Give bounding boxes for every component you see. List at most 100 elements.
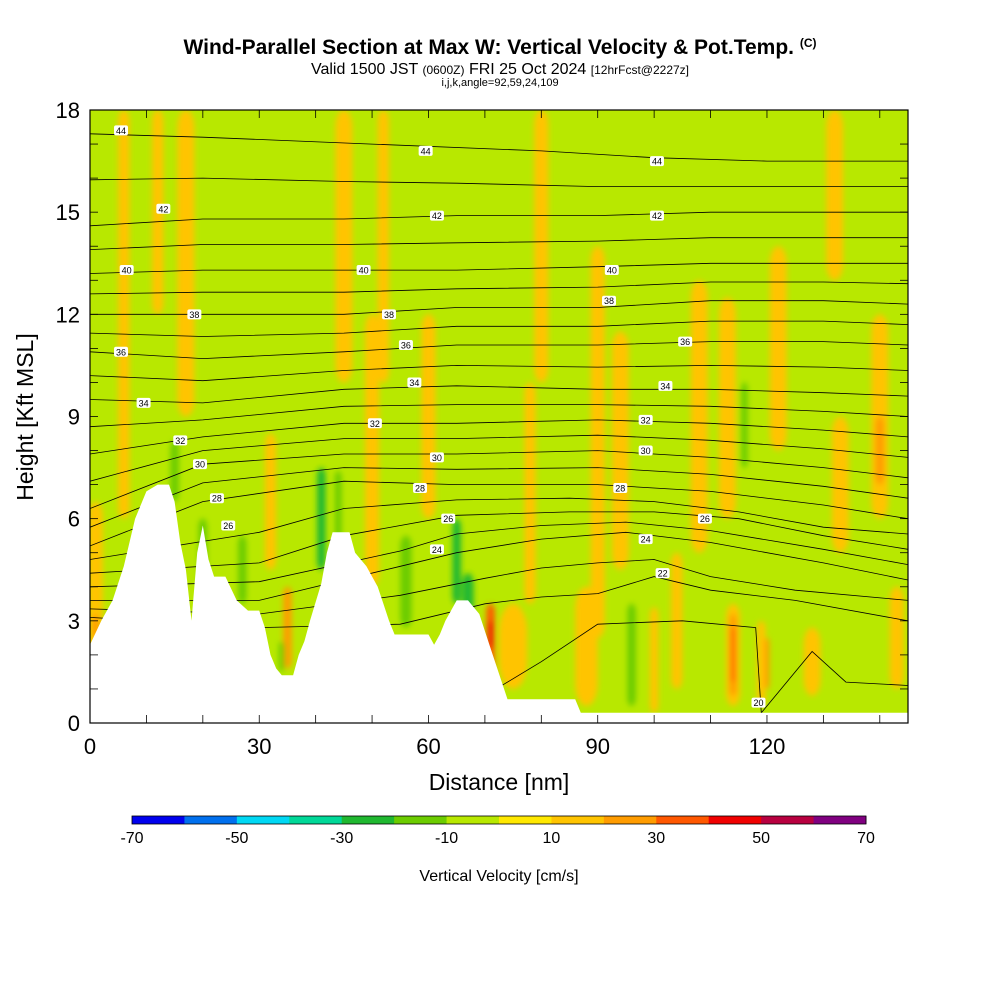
valid-date: FRI 25 Oct 2024 xyxy=(468,61,587,78)
velocity-feature-17 xyxy=(690,280,708,553)
y-tick-label: 0 xyxy=(68,711,80,736)
copyright-mark: (C) xyxy=(799,36,817,50)
contour-label-32: 32 xyxy=(173,435,188,446)
colorbar-tick-label: -70 xyxy=(120,830,143,847)
x-tick-label: 0 xyxy=(84,734,96,759)
y-tick-label: 12 xyxy=(56,302,80,327)
svg-text:24: 24 xyxy=(641,535,651,545)
contour-label-28: 28 xyxy=(209,493,224,504)
svg-text:36: 36 xyxy=(116,347,126,357)
svg-text:26: 26 xyxy=(443,514,453,524)
contour-label-32: 32 xyxy=(638,414,653,425)
velocity-feature-5 xyxy=(335,110,353,383)
svg-text:34: 34 xyxy=(660,381,670,391)
velocity-feature-45 xyxy=(731,627,735,683)
contour-label-36: 36 xyxy=(678,336,693,347)
theta-line-36 xyxy=(90,341,908,360)
velocity-feature-14 xyxy=(611,331,629,570)
colorbar-tick-label: 10 xyxy=(543,830,561,847)
velocity-feature-6 xyxy=(365,314,380,587)
velocity-feature-35 xyxy=(400,535,412,628)
svg-text:44: 44 xyxy=(116,126,126,136)
contour-label-36: 36 xyxy=(114,346,129,357)
svg-text:28: 28 xyxy=(212,494,222,504)
theta-line-intermediate xyxy=(90,281,908,295)
terrain-silhouette xyxy=(90,484,908,723)
theta-line-intermediate xyxy=(90,320,908,337)
velocity-feature-7 xyxy=(377,110,389,383)
contour-label-34: 34 xyxy=(407,377,422,388)
velocity-feature-42 xyxy=(452,518,461,604)
svg-text:34: 34 xyxy=(139,398,149,408)
y-tick-label: 15 xyxy=(56,200,80,225)
grid-indices: i,j,k,angle=92,59,24,109 xyxy=(441,77,559,89)
svg-text:32: 32 xyxy=(641,415,651,425)
svg-text:28: 28 xyxy=(415,484,425,494)
contour-label-38: 38 xyxy=(381,309,396,320)
svg-text:40: 40 xyxy=(359,266,369,276)
velocity-feature-3 xyxy=(177,110,195,417)
svg-text:36: 36 xyxy=(680,337,690,347)
contour-label-44: 44 xyxy=(114,125,129,136)
svg-text:30: 30 xyxy=(641,446,651,456)
contour-label-22: 22 xyxy=(655,568,670,579)
velocity-feature-46 xyxy=(488,620,493,649)
theta-line-intermediate xyxy=(90,177,908,187)
svg-text:28: 28 xyxy=(615,484,625,494)
svg-text:42: 42 xyxy=(158,204,168,214)
theta-line-intermediate xyxy=(90,404,908,428)
chart-title-text: Wind-Parallel Section at Max W: Vertical… xyxy=(183,36,794,59)
y-tick-label: 3 xyxy=(68,609,80,634)
contour-label-26: 26 xyxy=(221,520,236,531)
svg-text:26: 26 xyxy=(223,521,233,531)
colorbar-tick-label: 70 xyxy=(857,830,875,847)
colorbar-swatch-20 xyxy=(603,816,657,824)
contour-label-40: 40 xyxy=(119,265,134,276)
colorbar-tick-label: -30 xyxy=(330,830,353,847)
colorbar-swatch--70 xyxy=(132,816,185,824)
velocity-feature-8 xyxy=(421,314,436,519)
velocity-feature-38 xyxy=(764,637,770,689)
svg-text:26: 26 xyxy=(700,514,710,524)
theta-line-44 xyxy=(90,133,908,162)
velocity-feature-21 xyxy=(769,246,787,451)
velocity-feature-11 xyxy=(534,110,549,383)
theta-line-26 xyxy=(90,511,908,574)
theta-line-28 xyxy=(90,480,908,547)
theta-line-intermediate xyxy=(90,467,908,528)
colorbar-tick-label: 50 xyxy=(752,830,770,847)
y-tick-label: 18 xyxy=(56,98,80,123)
colorbar-swatch-30 xyxy=(656,816,710,824)
velocity-feature-39 xyxy=(875,416,885,485)
colorbar-tick-label: 30 xyxy=(647,830,665,847)
theta-line-24 xyxy=(90,531,908,601)
velocity-feature-10 xyxy=(524,382,536,604)
contour-label-30: 30 xyxy=(638,445,653,456)
svg-text:34: 34 xyxy=(409,378,419,388)
colorbar-tick-label: -50 xyxy=(225,830,248,847)
svg-text:38: 38 xyxy=(189,310,199,320)
velocity-feature-15 xyxy=(649,607,659,713)
velocity-feature-18 xyxy=(719,297,736,519)
velocity-feature-41 xyxy=(317,467,326,570)
colorbar-swatch--10 xyxy=(446,816,500,824)
velocity-feature-36 xyxy=(627,603,636,706)
contour-labels: 44 44 44 42 42 42 40 40 40 38 38 38 36 36 36 34 34 34 32 32… xyxy=(114,125,766,708)
contour-label-42: 42 xyxy=(649,210,664,221)
svg-text:36: 36 xyxy=(401,340,411,350)
contour-label-44: 44 xyxy=(418,145,433,156)
utc-time: (0600Z) xyxy=(422,63,465,77)
contour-label-24: 24 xyxy=(638,534,653,545)
velocity-feature-31 xyxy=(238,535,247,604)
contour-label-38: 38 xyxy=(602,295,617,306)
velocity-feature-26 xyxy=(889,586,904,689)
plot-area: 44 44 44 42 42 42 40 40 40 38 38 38 36 36 36 34 34 34 32 32… xyxy=(90,110,908,723)
svg-text:42: 42 xyxy=(652,211,662,221)
colorbar-swatch--30 xyxy=(341,816,395,824)
svg-text:22: 22 xyxy=(658,569,668,579)
velocity-feature-33 xyxy=(278,641,285,672)
svg-text:38: 38 xyxy=(604,296,614,306)
colorbar-swatch-10 xyxy=(551,816,605,824)
